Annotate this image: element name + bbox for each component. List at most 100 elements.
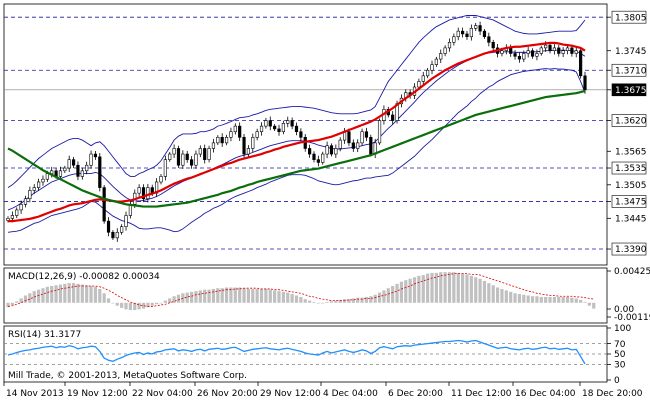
candle-body-down bbox=[111, 231, 115, 239]
macd-bar bbox=[146, 302, 150, 308]
candle bbox=[63, 165, 67, 174]
candle bbox=[242, 133, 246, 158]
candle bbox=[23, 195, 28, 208]
price-axis: 1.3805 1.3745 1.3710 1.3675 1.3620 1.3565 1.35… bbox=[607, 10, 647, 256]
candle-body-down bbox=[71, 159, 76, 166]
macd-bar bbox=[421, 275, 425, 303]
macd-bar bbox=[76, 283, 80, 303]
candle bbox=[264, 118, 268, 129]
macd-bar bbox=[347, 299, 351, 303]
macd-bar bbox=[111, 302, 115, 304]
macd-bar bbox=[246, 288, 251, 303]
time-tick-label: 16 Dec 04:00 bbox=[515, 389, 576, 399]
candle bbox=[89, 150, 93, 169]
price-tick-label: 1.3505 bbox=[615, 181, 647, 191]
candle bbox=[487, 32, 491, 47]
series-ma-green bbox=[7, 89, 586, 208]
candle-body-up bbox=[85, 164, 89, 172]
macd-bar bbox=[238, 287, 242, 303]
macd-bar bbox=[233, 287, 237, 303]
candle bbox=[233, 123, 237, 135]
candle bbox=[329, 143, 334, 157]
price-level-lines bbox=[4, 16, 607, 250]
candle bbox=[246, 145, 251, 158]
candle bbox=[137, 184, 141, 197]
macd-bar bbox=[587, 302, 591, 306]
candle bbox=[211, 138, 216, 153]
macd-bar bbox=[163, 300, 167, 303]
candle bbox=[338, 137, 342, 152]
candle bbox=[238, 122, 242, 142]
time-tick-label: 14 Nov 2013 bbox=[6, 389, 64, 399]
candle bbox=[159, 174, 163, 185]
candle bbox=[482, 29, 487, 39]
candle bbox=[351, 139, 355, 152]
candle bbox=[194, 150, 198, 169]
candle bbox=[189, 156, 194, 169]
macd-signal-line bbox=[7, 273, 594, 307]
price-label-box bbox=[611, 83, 647, 97]
macd-bar bbox=[452, 272, 456, 303]
macd-bar bbox=[115, 302, 119, 306]
price-tick-label: 1.3475 bbox=[615, 198, 647, 208]
candle bbox=[316, 155, 320, 167]
candle-body-up bbox=[447, 42, 452, 49]
macd-bar bbox=[45, 286, 49, 303]
macd-bar bbox=[141, 302, 146, 309]
macd-bar bbox=[351, 298, 355, 303]
macd-bar bbox=[229, 287, 233, 303]
candle bbox=[172, 144, 176, 159]
macd-bar bbox=[430, 272, 434, 303]
macd-bar bbox=[185, 292, 189, 303]
candle-body-down bbox=[277, 128, 281, 133]
candle-body-down bbox=[141, 187, 146, 200]
price-label-box bbox=[611, 63, 647, 77]
candle-body-down bbox=[290, 120, 294, 127]
rsi-line bbox=[7, 339, 586, 365]
candle bbox=[491, 39, 495, 51]
macd-bar bbox=[150, 302, 154, 306]
candle bbox=[443, 45, 447, 57]
candle bbox=[80, 167, 84, 180]
macd-bar bbox=[137, 302, 141, 310]
candle-body-up bbox=[115, 231, 119, 239]
candle-body-down bbox=[106, 220, 111, 233]
rsi-tick-label: 70 bbox=[614, 340, 626, 350]
macd-bar bbox=[159, 302, 163, 304]
macd-bar bbox=[63, 283, 67, 303]
macd-bar bbox=[220, 288, 224, 303]
candle bbox=[561, 47, 565, 58]
macd-bar bbox=[456, 272, 460, 303]
candle bbox=[364, 127, 369, 142]
macd-bar bbox=[273, 290, 277, 303]
candle bbox=[430, 60, 434, 75]
macd-bar bbox=[168, 298, 172, 303]
candle bbox=[71, 156, 76, 168]
macd-bar bbox=[373, 294, 377, 303]
macd-bar bbox=[461, 273, 465, 303]
macd-panel: 0.00425 0.00-0.00119 MACD(12,26,9) -0.000… bbox=[3, 267, 650, 324]
macd-bar bbox=[478, 278, 482, 303]
candle-body-down bbox=[478, 25, 482, 32]
macd-bar bbox=[216, 288, 220, 303]
candle bbox=[325, 141, 329, 159]
candle-body-down bbox=[530, 50, 535, 57]
candle-body-up bbox=[194, 153, 198, 166]
candle-body-up bbox=[321, 153, 325, 163]
macd-bar bbox=[316, 302, 320, 304]
candle-body-up bbox=[36, 181, 41, 188]
macd-bar bbox=[487, 283, 491, 303]
candle bbox=[548, 42, 552, 54]
candle-body-up bbox=[377, 120, 382, 144]
price-tick-label: 1.3445 bbox=[615, 215, 647, 225]
candle bbox=[251, 133, 255, 153]
macd-bar bbox=[124, 302, 128, 310]
candle bbox=[224, 134, 229, 146]
candle-body-up bbox=[28, 190, 32, 200]
candle bbox=[360, 128, 364, 146]
macd-bar bbox=[369, 296, 373, 303]
price-tick-label: 1.3805 bbox=[615, 13, 647, 23]
candle-body-up bbox=[163, 159, 167, 177]
candle-body-up bbox=[15, 209, 19, 216]
macd-bar bbox=[120, 302, 124, 308]
